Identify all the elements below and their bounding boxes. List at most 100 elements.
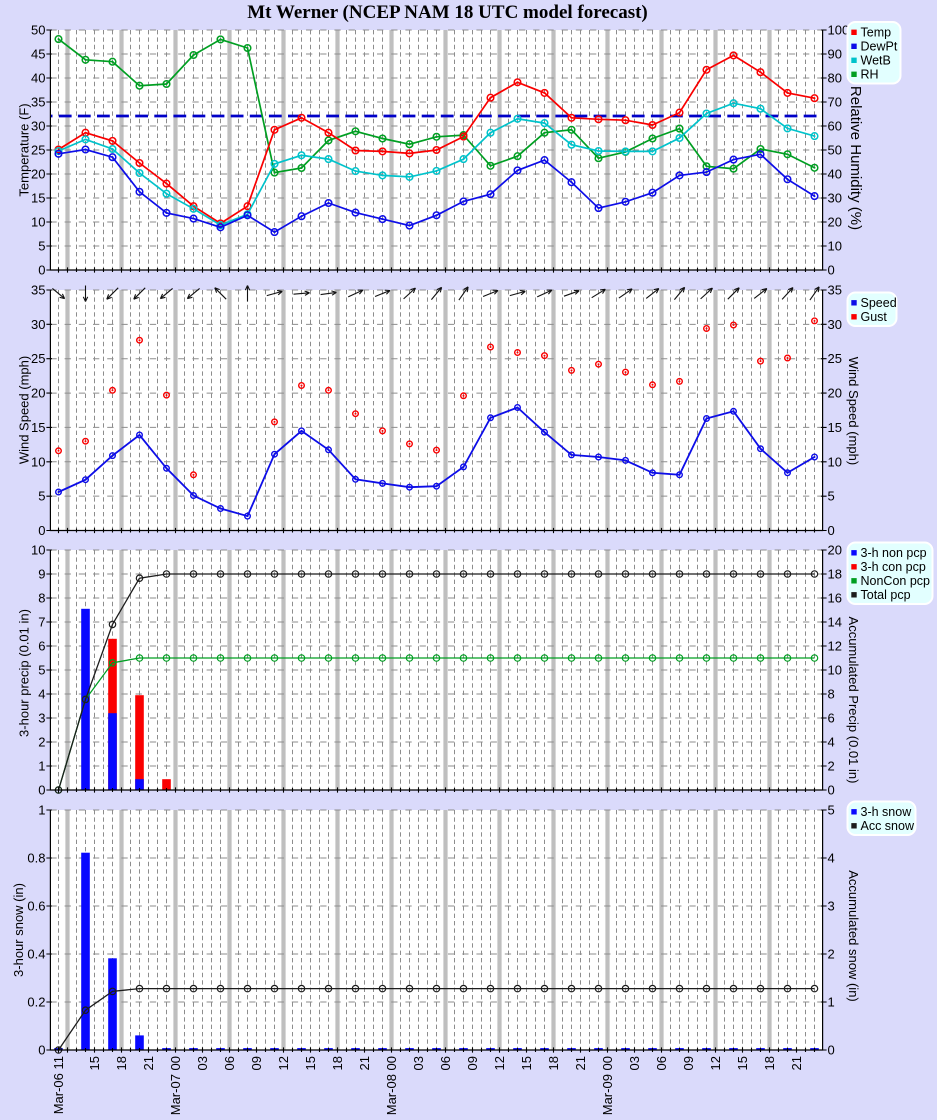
svg-text:Mar-07 00: Mar-07 00 — [168, 1056, 183, 1115]
svg-text:6: 6 — [38, 639, 45, 654]
svg-text:25: 25 — [31, 351, 45, 366]
svg-text:Relative Humidity (%): Relative Humidity (%) — [847, 86, 864, 230]
svg-text:35: 35 — [31, 95, 45, 110]
svg-text:3-h con pcp: 3-h con pcp — [861, 560, 926, 574]
svg-text:3-h non pcp: 3-h non pcp — [861, 546, 927, 560]
svg-text:09: 09 — [465, 1056, 480, 1070]
svg-text:Accumulated Precip (0.01 in): Accumulated Precip (0.01 in) — [846, 617, 861, 784]
svg-text:Gust: Gust — [861, 310, 888, 324]
svg-text:15: 15 — [828, 420, 842, 435]
svg-text:7: 7 — [38, 615, 45, 630]
svg-text:14: 14 — [828, 615, 842, 630]
svg-text:06: 06 — [222, 1056, 237, 1070]
svg-text:60: 60 — [828, 119, 842, 134]
svg-text:06: 06 — [438, 1056, 453, 1070]
svg-text:15: 15 — [519, 1056, 534, 1070]
svg-text:0.2: 0.2 — [27, 995, 45, 1010]
svg-text:18: 18 — [330, 1056, 345, 1070]
svg-text:10: 10 — [31, 215, 45, 230]
svg-text:3-hour snow (in): 3-hour snow (in) — [11, 883, 26, 977]
svg-text:30: 30 — [31, 317, 45, 332]
svg-text:30: 30 — [828, 317, 842, 332]
svg-text:Mt Werner (NCEP NAM 18 UTC mod: Mt Werner (NCEP NAM 18 UTC model forecas… — [247, 2, 648, 23]
svg-text:Accumulated snow (in): Accumulated snow (in) — [846, 870, 861, 1002]
svg-text:10: 10 — [31, 543, 45, 558]
svg-text:0: 0 — [828, 783, 835, 798]
svg-text:1: 1 — [38, 759, 45, 774]
svg-text:70: 70 — [828, 95, 842, 110]
svg-text:03: 03 — [195, 1056, 210, 1070]
svg-text:0: 0 — [38, 263, 45, 278]
svg-text:Mar-06 11: Mar-06 11 — [51, 1056, 66, 1114]
svg-text:0: 0 — [38, 523, 45, 538]
svg-text:15: 15 — [303, 1056, 318, 1070]
svg-text:4: 4 — [828, 735, 835, 750]
svg-text:50: 50 — [828, 143, 842, 158]
svg-text:15: 15 — [87, 1056, 102, 1070]
svg-text:4: 4 — [38, 687, 45, 702]
svg-text:50: 50 — [31, 23, 45, 38]
svg-text:18: 18 — [114, 1056, 129, 1070]
svg-text:Mar-09 00: Mar-09 00 — [600, 1056, 615, 1115]
svg-text:16: 16 — [828, 591, 842, 606]
svg-text:21: 21 — [357, 1056, 372, 1070]
svg-text:10: 10 — [828, 663, 842, 678]
svg-text:40: 40 — [828, 167, 842, 182]
svg-text:100: 100 — [828, 23, 850, 38]
svg-text:0: 0 — [828, 523, 835, 538]
svg-text:1: 1 — [38, 803, 45, 818]
svg-text:15: 15 — [31, 420, 45, 435]
svg-text:25: 25 — [31, 143, 45, 158]
svg-text:18: 18 — [762, 1056, 777, 1070]
svg-text:09: 09 — [681, 1056, 696, 1070]
svg-text:0: 0 — [38, 783, 45, 798]
svg-text:15: 15 — [735, 1056, 750, 1070]
svg-text:0: 0 — [38, 1043, 45, 1058]
svg-text:20: 20 — [828, 543, 842, 558]
svg-text:03: 03 — [411, 1056, 426, 1070]
svg-text:90: 90 — [828, 47, 842, 62]
svg-text:5: 5 — [828, 489, 835, 504]
svg-text:03: 03 — [627, 1056, 642, 1070]
svg-text:8: 8 — [828, 687, 835, 702]
svg-text:3-h snow: 3-h snow — [861, 805, 913, 819]
svg-text:5: 5 — [38, 489, 45, 504]
svg-text:20: 20 — [31, 386, 45, 401]
svg-text:12: 12 — [708, 1056, 723, 1070]
svg-text:WetB: WetB — [861, 54, 891, 68]
svg-text:5: 5 — [38, 663, 45, 678]
svg-text:2: 2 — [828, 759, 835, 774]
svg-text:0.6: 0.6 — [27, 899, 45, 914]
svg-text:35: 35 — [31, 283, 45, 298]
svg-text:18: 18 — [546, 1056, 561, 1070]
svg-text:12: 12 — [276, 1056, 291, 1070]
svg-text:0.8: 0.8 — [27, 851, 45, 866]
svg-text:5: 5 — [828, 803, 835, 818]
svg-text:21: 21 — [789, 1056, 804, 1070]
svg-text:30: 30 — [828, 191, 842, 206]
svg-text:20: 20 — [31, 167, 45, 182]
svg-text:35: 35 — [828, 283, 842, 298]
svg-text:0: 0 — [828, 263, 835, 278]
svg-text:3-hour precip (0.01 in): 3-hour precip (0.01 in) — [17, 609, 32, 737]
svg-text:Mar-08 00: Mar-08 00 — [384, 1056, 399, 1115]
svg-text:Temp: Temp — [861, 26, 892, 40]
svg-text:9: 9 — [38, 567, 45, 582]
svg-text:10: 10 — [828, 454, 842, 469]
svg-text:8: 8 — [38, 591, 45, 606]
svg-text:40: 40 — [31, 71, 45, 86]
svg-text:21: 21 — [573, 1056, 588, 1070]
svg-text:Wind Speed (mph): Wind Speed (mph) — [17, 356, 32, 464]
svg-text:Total pcp: Total pcp — [861, 588, 911, 602]
svg-text:80: 80 — [828, 71, 842, 86]
svg-text:20: 20 — [828, 386, 842, 401]
svg-text:NonCon pcp: NonCon pcp — [861, 574, 931, 588]
svg-text:4: 4 — [828, 851, 835, 866]
svg-text:45: 45 — [31, 47, 45, 62]
svg-text:Temperature (F): Temperature (F) — [17, 103, 32, 196]
svg-text:0.4: 0.4 — [27, 947, 45, 962]
svg-text:5: 5 — [38, 239, 45, 254]
svg-text:6: 6 — [828, 711, 835, 726]
svg-text:09: 09 — [249, 1056, 264, 1070]
svg-text:0: 0 — [828, 1043, 835, 1058]
